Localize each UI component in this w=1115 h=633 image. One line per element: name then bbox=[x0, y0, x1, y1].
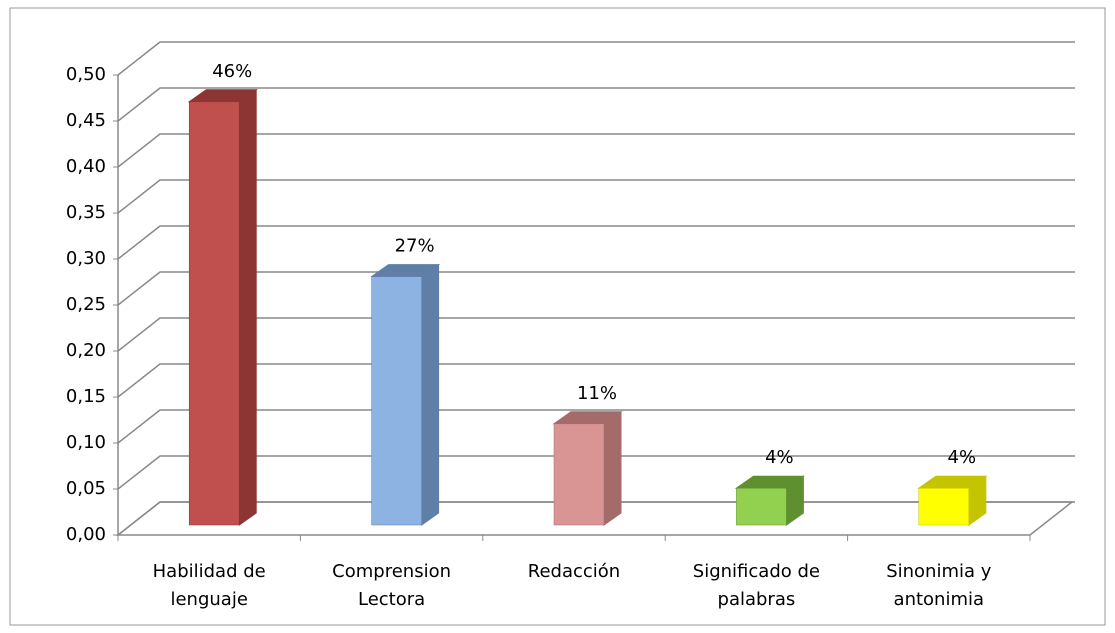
value-label: 46% bbox=[212, 61, 252, 82]
bar bbox=[371, 276, 422, 526]
grid-line bbox=[117, 317, 1075, 352]
bar-side bbox=[238, 88, 257, 526]
x-tick-label: Habilidad de lenguaje bbox=[152, 561, 266, 610]
y-tick-label: 0,50 bbox=[66, 64, 106, 85]
y-tick-label: 0,30 bbox=[66, 248, 106, 269]
bar bbox=[736, 487, 787, 526]
grid-line bbox=[117, 409, 1075, 444]
grid-line bbox=[117, 271, 1075, 306]
y-tick-label: 0,35 bbox=[66, 202, 106, 223]
value-label: 11% bbox=[577, 383, 617, 404]
grid-line bbox=[117, 41, 1075, 76]
bar bbox=[918, 487, 970, 526]
y-tick-label: 0,25 bbox=[66, 294, 106, 315]
value-label: 4% bbox=[765, 447, 794, 468]
grid-line bbox=[117, 225, 1075, 260]
value-label: 27% bbox=[395, 236, 435, 257]
x-tick-label: Comprension Lectora bbox=[332, 561, 451, 610]
y-tick-label: 0,10 bbox=[66, 432, 106, 453]
x-tick-label: Redacción bbox=[527, 561, 621, 582]
grid-line bbox=[117, 455, 1075, 490]
grid-line bbox=[117, 363, 1075, 398]
bar bbox=[553, 423, 605, 526]
grid-line bbox=[117, 87, 1075, 122]
grid-line bbox=[117, 133, 1075, 168]
grid-line bbox=[117, 179, 1075, 214]
y-tick-label: 0,00 bbox=[66, 524, 106, 545]
bar bbox=[188, 101, 240, 526]
y-tick-label: 0,45 bbox=[66, 110, 106, 131]
x-tick-label: Significado de palabras bbox=[692, 561, 820, 610]
y-tick-label: 0,15 bbox=[66, 386, 106, 407]
y-tick-label: 0,05 bbox=[66, 478, 106, 499]
y-tick-label: 0,40 bbox=[66, 156, 106, 177]
bar-side bbox=[603, 410, 622, 526]
y-tick-label: 0,20 bbox=[66, 340, 106, 361]
x-tick-label: Sinonimia y antonimia bbox=[886, 561, 992, 610]
value-label: 4% bbox=[948, 447, 977, 468]
bar-side bbox=[421, 263, 440, 526]
chart-border bbox=[9, 7, 1106, 626]
